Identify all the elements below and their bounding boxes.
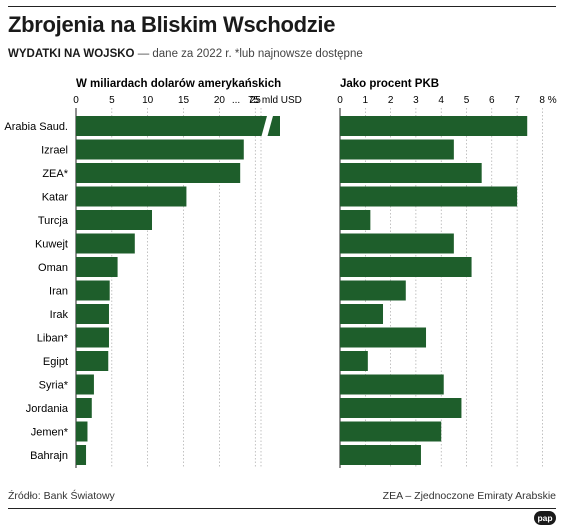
left-x-tick-label: 5 bbox=[109, 95, 115, 106]
right-x-tick-label: 7 bbox=[514, 95, 520, 106]
left-bar bbox=[76, 421, 88, 442]
right-x-tick-label: 6 bbox=[489, 95, 495, 106]
left-bar bbox=[76, 233, 135, 254]
left-bar bbox=[76, 374, 94, 395]
subtitle-note: — dane za 2022 r. *lub najnowsze dostępn… bbox=[134, 48, 363, 60]
category-label: Jemen* bbox=[31, 427, 69, 439]
left-bar bbox=[76, 116, 280, 136]
category-label: Irak bbox=[50, 309, 69, 321]
left-x-tick-label: 0 bbox=[73, 95, 79, 106]
right-bar bbox=[340, 327, 427, 348]
right-bar bbox=[340, 304, 384, 324]
category-label: Iran bbox=[49, 286, 68, 298]
right-bar bbox=[340, 233, 454, 254]
right-bar bbox=[340, 163, 482, 183]
category-label: Kuwejt bbox=[35, 239, 68, 251]
category-label: Turcja bbox=[38, 215, 69, 227]
left-bar bbox=[76, 186, 187, 207]
abbreviation-note: ZEA – Zjednoczone Emiraty Arabskie bbox=[382, 490, 556, 502]
left-bar bbox=[76, 398, 92, 418]
category-label: Bahrajn bbox=[30, 450, 68, 462]
left-x-tick-label: ... bbox=[232, 95, 240, 106]
right-x-tick-label: 4 bbox=[438, 95, 444, 106]
right-bar bbox=[340, 398, 462, 418]
bottom-rule bbox=[8, 508, 556, 509]
right-bar bbox=[340, 186, 518, 207]
left-bar bbox=[76, 351, 109, 371]
category-label: ZEA* bbox=[42, 168, 68, 180]
chart-title: Zbrojenia na Bliskim Wschodzie bbox=[8, 12, 336, 37]
pap-logo: pap bbox=[534, 511, 556, 525]
source-note: Źródło: Bank Światowy bbox=[8, 490, 115, 502]
right-x-tick-label: 0 bbox=[337, 95, 343, 106]
right-bar bbox=[340, 445, 421, 465]
left-bar bbox=[76, 445, 87, 465]
right-bar bbox=[340, 421, 442, 442]
right-x-tick-label: 2 bbox=[388, 95, 394, 106]
right-x-tick-label: 8 % bbox=[539, 95, 556, 106]
axis-break-mark bbox=[261, 115, 274, 137]
right-bar bbox=[340, 139, 454, 160]
category-label: Egipt bbox=[43, 356, 68, 368]
left-x-tick-label: 25 bbox=[250, 95, 262, 106]
category-label: Syria* bbox=[39, 380, 69, 392]
right-bar bbox=[340, 257, 472, 277]
category-label: Izrael bbox=[41, 145, 68, 157]
left-bar bbox=[76, 304, 109, 324]
category-label: Katar bbox=[42, 192, 69, 204]
right-bar bbox=[340, 374, 444, 395]
left-bar bbox=[76, 257, 118, 277]
category-label: Oman bbox=[38, 262, 68, 274]
left-bar bbox=[76, 139, 244, 160]
right-bar bbox=[340, 351, 368, 371]
left-x-tick-label: 10 bbox=[142, 95, 154, 106]
category-label: Jordania bbox=[26, 403, 69, 415]
right-bar bbox=[340, 116, 528, 136]
chart-subtitle: WYDATKI NA WOJSKO — dane za 2022 r. *lub… bbox=[8, 48, 363, 60]
top-rule bbox=[8, 6, 556, 7]
left-x-tick-label: 75 mld USD bbox=[248, 95, 302, 106]
right-x-tick-label: 5 bbox=[464, 95, 470, 106]
left-x-tick-label: 20 bbox=[214, 95, 226, 106]
left-bar bbox=[76, 327, 109, 348]
left-panel-title: W miliardach dolarów amerykańskich bbox=[76, 78, 281, 90]
right-x-tick-label: 1 bbox=[363, 95, 369, 106]
right-bar bbox=[340, 280, 406, 301]
left-bar bbox=[76, 210, 153, 230]
left-bar bbox=[76, 280, 110, 301]
right-bar bbox=[340, 210, 371, 230]
right-x-tick-label: 3 bbox=[413, 95, 419, 106]
left-bar bbox=[76, 163, 241, 183]
right-panel-title: Jako procent PKB bbox=[340, 78, 439, 90]
left-x-tick-label: 15 bbox=[178, 95, 190, 106]
category-label: Arabia Saud. bbox=[4, 121, 68, 133]
category-label: Liban* bbox=[37, 333, 69, 345]
subtitle-strong: WYDATKI NA WOJSKO bbox=[8, 48, 135, 60]
